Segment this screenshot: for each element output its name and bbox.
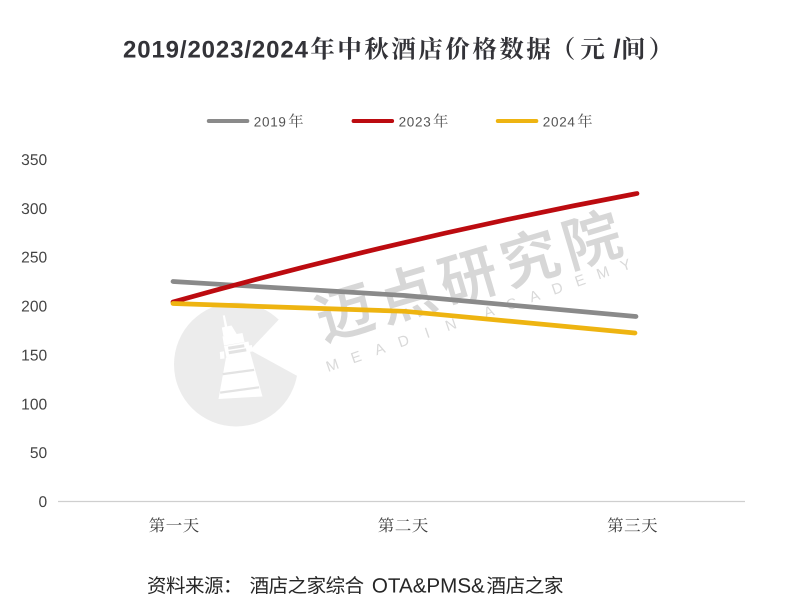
svg-text:100: 100 [21, 396, 47, 413]
svg-text:OTA&PMS&: OTA&PMS& [372, 575, 485, 598]
svg-text:0: 0 [39, 494, 48, 511]
svg-text:2019: 2019 [254, 115, 287, 130]
svg-text:300: 300 [21, 201, 47, 218]
svg-text:250: 250 [21, 250, 47, 267]
svg-text:M: M [324, 356, 341, 376]
svg-text:150: 150 [21, 347, 47, 364]
svg-text:2024: 2024 [543, 115, 576, 130]
svg-text:2023: 2023 [399, 115, 432, 130]
svg-text:I: I [423, 325, 432, 342]
svg-text:350: 350 [21, 152, 47, 169]
svg-text:N: N [443, 315, 459, 335]
svg-text:200: 200 [21, 299, 47, 316]
svg-text:50: 50 [30, 445, 48, 462]
svg-text:2019/2023/2024: 2019/2023/2024 [123, 37, 309, 64]
svg-text:M: M [594, 263, 611, 283]
svg-text:/: / [613, 34, 620, 64]
